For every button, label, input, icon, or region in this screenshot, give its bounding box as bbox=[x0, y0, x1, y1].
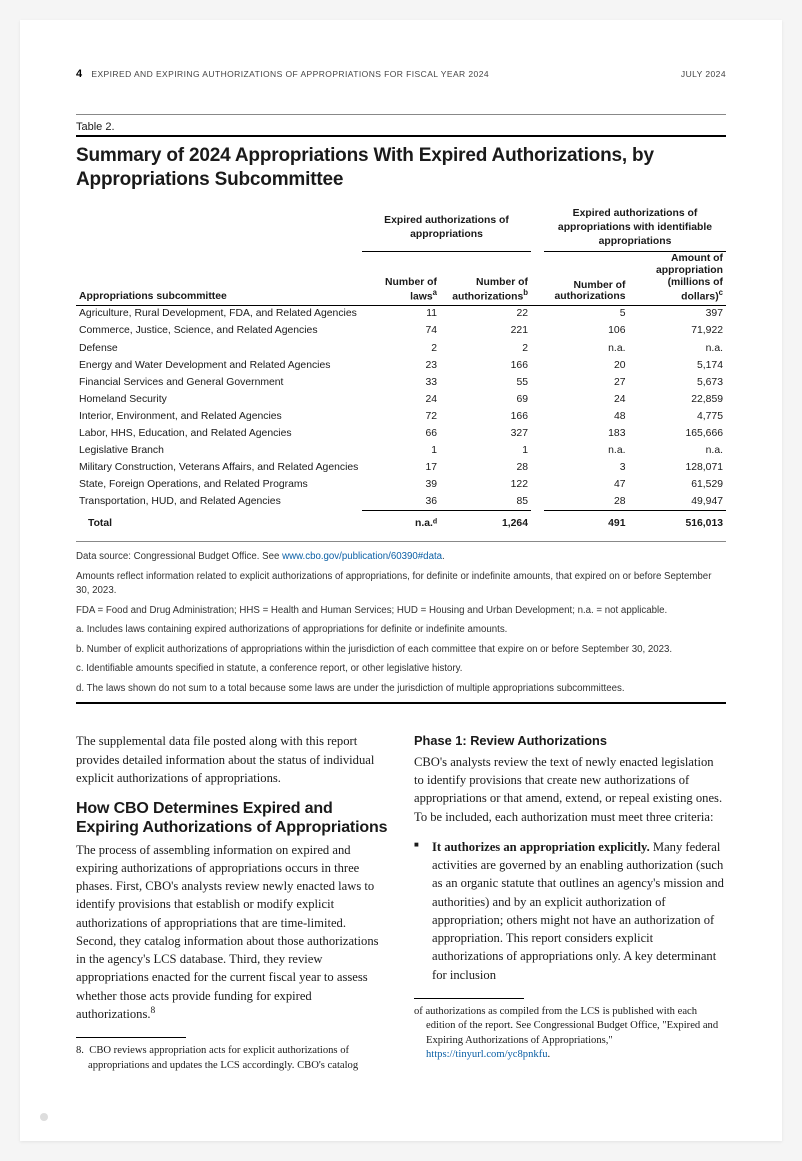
table-row: Defense22n.a.n.a. bbox=[76, 340, 726, 357]
table-title: Summary of 2024 Appropriations With Expi… bbox=[76, 135, 726, 192]
col-auths: Number ofauthorizationsb bbox=[440, 251, 531, 305]
table-row: Military Construction, Veterans Affairs,… bbox=[76, 459, 726, 476]
running-header: 4 EXPIRED AND EXPIRING AUTHORIZATIONS OF… bbox=[76, 68, 726, 80]
criterion-1: It authorizes an appropriation explicitl… bbox=[414, 838, 726, 984]
source-link[interactable]: www.cbo.gov/publication/60390#data bbox=[282, 551, 442, 562]
note-c: c. Identifiable amounts specified in sta… bbox=[76, 662, 726, 677]
col-stub: Appropriations subcommittee bbox=[76, 251, 362, 305]
table-row: State, Foreign Operations, and Related P… bbox=[76, 476, 726, 493]
phase1-heading: Phase 1: Review Authorizations bbox=[414, 732, 726, 751]
note-abbrev: FDA = Food and Drug Administration; HHS … bbox=[76, 604, 726, 619]
spanner-right: Expired authorizations of appropriations… bbox=[544, 206, 726, 252]
col-auths2: Number ofauthorizations bbox=[544, 251, 629, 305]
table-row: Homeland Security24692422,859 bbox=[76, 391, 726, 408]
criteria-list: It authorizes an appropriation explicitl… bbox=[414, 838, 726, 984]
table-row: Financial Services and General Governmen… bbox=[76, 374, 726, 391]
process-paragraph: The process of assembling information on… bbox=[76, 841, 388, 1024]
table-end-rule bbox=[76, 702, 726, 704]
table-row: Agriculture, Rural Development, FDA, and… bbox=[76, 305, 726, 323]
note-source: Data source: Congressional Budget Office… bbox=[76, 550, 726, 565]
table-row: Legislative Branch11n.a.n.a. bbox=[76, 442, 726, 459]
table-row: Labor, HHS, Education, and Related Agenc… bbox=[76, 425, 726, 442]
note-d: d. The laws shown do not sum to a total … bbox=[76, 682, 726, 697]
note-amounts: Amounts reflect information related to e… bbox=[76, 570, 726, 599]
section-heading: How CBO Determines Expired and Expiring … bbox=[76, 799, 388, 837]
page: 4 EXPIRED AND EXPIRING AUTHORIZATIONS OF… bbox=[20, 20, 782, 1141]
header-title: EXPIRED AND EXPIRING AUTHORIZATIONS OF A… bbox=[91, 69, 489, 79]
table-row: Interior, Environment, and Related Agenc… bbox=[76, 408, 726, 425]
footnote-rule-right bbox=[414, 998, 524, 999]
spanner-left: Expired authorizations of appropriations bbox=[362, 206, 531, 252]
header-left: 4 EXPIRED AND EXPIRING AUTHORIZATIONS OF… bbox=[76, 68, 489, 80]
table-row: Transportation, HUD, and Related Agencie… bbox=[76, 493, 726, 511]
table-row: Energy and Water Development and Related… bbox=[76, 357, 726, 374]
footnote-rule-left bbox=[76, 1037, 186, 1038]
table-row: Commerce, Justice, Science, and Related … bbox=[76, 323, 726, 340]
table-label: Table 2. bbox=[76, 114, 726, 133]
footnote-cont: of authorizations as compiled from the L… bbox=[414, 1005, 726, 1062]
phase1-paragraph: CBO's analysts review the text of newly … bbox=[414, 753, 726, 826]
page-number: 4 bbox=[76, 68, 83, 80]
page-dot-icon bbox=[40, 1113, 48, 1121]
footnote-link[interactable]: https://tinyurl.com/yc8pnkfu bbox=[426, 1049, 548, 1060]
appropriations-table: Expired authorizations of appropriations… bbox=[76, 206, 726, 534]
body-text: The supplemental data file posted along … bbox=[76, 732, 726, 1084]
note-b: b. Number of explicit authorizations of … bbox=[76, 643, 726, 658]
col-laws: Number of lawsa bbox=[362, 251, 440, 305]
intro-paragraph: The supplemental data file posted along … bbox=[76, 732, 388, 787]
col-amount: Amount ofappropriation(millions of dolla… bbox=[629, 251, 727, 305]
footnote-8: 8. CBO reviews appropriation acts for ex… bbox=[76, 1044, 388, 1073]
header-date: JULY 2024 bbox=[681, 69, 726, 79]
table-total-row: Totaln.a.ᵈ1,264491516,013 bbox=[76, 511, 726, 533]
note-a: a. Includes laws containing expired auth… bbox=[76, 623, 726, 638]
table-notes: Data source: Congressional Budget Office… bbox=[76, 541, 726, 696]
